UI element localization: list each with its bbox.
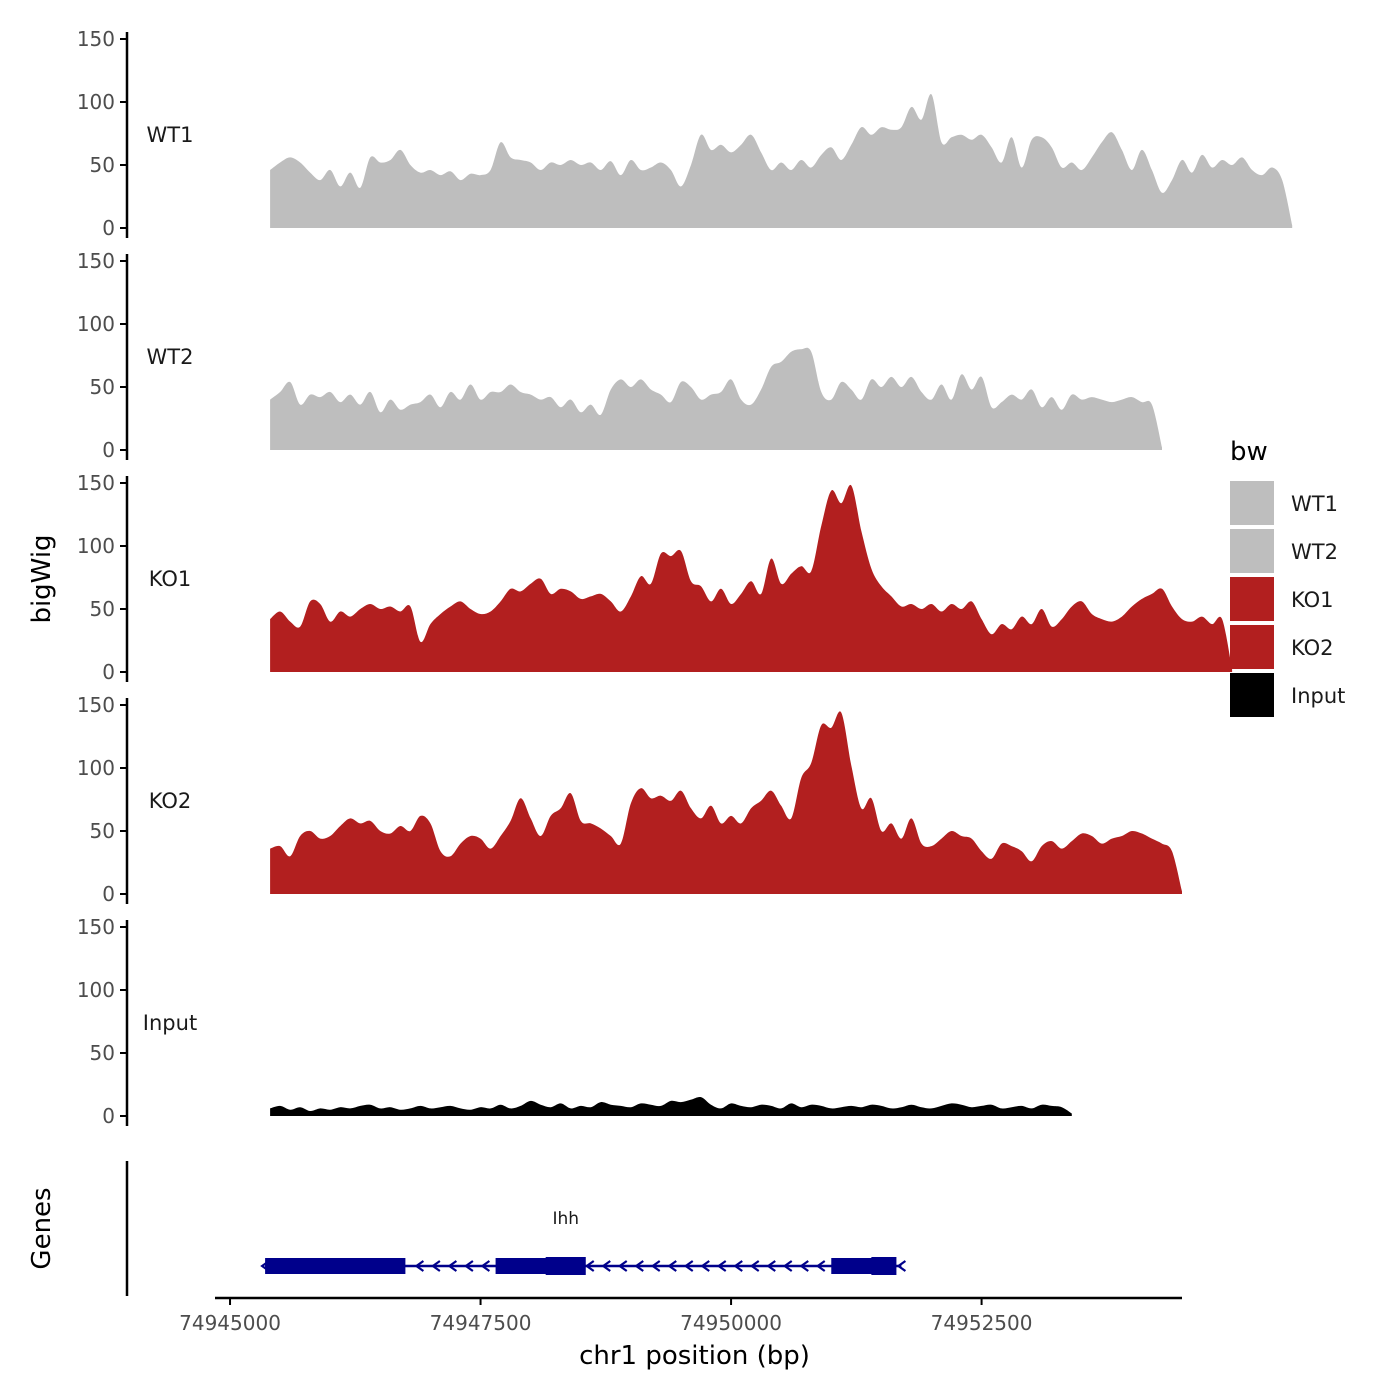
gene-track-title: Genes bbox=[27, 1187, 57, 1269]
track-wt1: 0 50 100 150 WT1 bbox=[77, 27, 1293, 240]
strand-arrow bbox=[584, 1260, 595, 1272]
track-ko2: 0 50 100 150 KO2 bbox=[77, 693, 1183, 906]
y-tick-label: 150 bbox=[77, 471, 115, 495]
x-tick-label: 74945000 bbox=[179, 1311, 281, 1335]
coverage-area bbox=[270, 347, 1163, 450]
y-tick-label: 100 bbox=[77, 312, 115, 336]
strand-arrow bbox=[617, 1260, 628, 1272]
y-tick-label: 0 bbox=[102, 438, 115, 462]
legend-label-wt1: WT1 bbox=[1291, 492, 1338, 516]
legend-title: bw bbox=[1230, 437, 1268, 467]
legend: bw WT1 WT2 KO1 KO2 Input bbox=[1230, 437, 1345, 717]
y-tick-label: 150 bbox=[77, 27, 115, 51]
strand-arrow bbox=[601, 1260, 611, 1272]
gene-cds bbox=[545, 1257, 586, 1275]
gene-name-label: Ihh bbox=[552, 1209, 579, 1229]
legend-label-input: Input bbox=[1291, 684, 1345, 708]
y-tick-label: 150 bbox=[77, 693, 115, 717]
strand-arrow bbox=[431, 1260, 441, 1272]
y-tick-label: 100 bbox=[77, 756, 115, 780]
x-tick-label: 74947500 bbox=[430, 1311, 532, 1335]
legend-swatch-ko1 bbox=[1230, 577, 1274, 621]
y-tick-label: 50 bbox=[90, 597, 115, 621]
coverage-area bbox=[270, 711, 1183, 894]
track-label: WT1 bbox=[147, 123, 194, 147]
legend-label-ko2: KO2 bbox=[1291, 636, 1334, 660]
x-tick-label: 74952500 bbox=[931, 1311, 1033, 1335]
track-wt2: 0 50 100 150 WT2 bbox=[77, 249, 1163, 462]
strand-arrow bbox=[733, 1260, 743, 1272]
y-tick-label: 0 bbox=[102, 1104, 115, 1128]
strand-arrow bbox=[414, 1260, 425, 1272]
legend-swatch-wt1 bbox=[1230, 481, 1274, 525]
track-label: WT2 bbox=[147, 345, 194, 369]
legend-swatch-wt2 bbox=[1230, 529, 1274, 573]
strand-arrow bbox=[683, 1260, 694, 1272]
y-tick-label: 100 bbox=[77, 90, 115, 114]
legend-label-wt2: WT2 bbox=[1291, 540, 1338, 564]
strand-arrow bbox=[766, 1260, 776, 1272]
legend-swatch-input bbox=[1230, 673, 1274, 717]
y-tick-label: 0 bbox=[102, 882, 115, 906]
strand-arrow bbox=[896, 1260, 907, 1272]
track-label: KO1 bbox=[149, 567, 192, 591]
gene-track: Ihh bbox=[125, 1161, 907, 1296]
strand-arrow bbox=[650, 1260, 661, 1272]
gene-cds bbox=[871, 1257, 897, 1275]
strand-arrow bbox=[815, 1260, 826, 1272]
strand-arrow bbox=[782, 1260, 793, 1272]
y-tick-label: 50 bbox=[90, 375, 115, 399]
y-tick-label: 150 bbox=[77, 915, 115, 939]
legend-label-ko1: KO1 bbox=[1291, 588, 1334, 612]
coverage-area bbox=[270, 94, 1293, 228]
track-input: 0 50 100 150 Input bbox=[77, 915, 1072, 1128]
strand-arrow bbox=[464, 1260, 474, 1272]
gene-exon bbox=[265, 1258, 406, 1274]
coverage-area bbox=[270, 484, 1233, 672]
legend-swatch-ko2 bbox=[1230, 625, 1274, 669]
strand-arrow bbox=[667, 1260, 677, 1272]
y-tick-label: 50 bbox=[90, 1041, 115, 1065]
y-tick-label: 100 bbox=[77, 978, 115, 1002]
track-label: KO2 bbox=[149, 789, 192, 813]
y-tick-label: 100 bbox=[77, 534, 115, 558]
y-tick-label: 0 bbox=[102, 660, 115, 684]
strand-arrow bbox=[799, 1260, 809, 1272]
y-tick-label: 50 bbox=[90, 153, 115, 177]
strand-arrow bbox=[716, 1260, 727, 1272]
strand-arrow bbox=[447, 1260, 458, 1272]
y-axis-title: bigWig bbox=[27, 534, 57, 623]
y-tick-label: 0 bbox=[102, 216, 115, 240]
strand-arrow bbox=[634, 1260, 644, 1272]
x-axis-title: chr1 position (bp) bbox=[579, 1341, 810, 1371]
x-axis: chr1 position (bp) 74945000 74947500 74950… bbox=[179, 1296, 1182, 1371]
y-tick-label: 50 bbox=[90, 819, 115, 843]
strand-arrow bbox=[480, 1260, 491, 1272]
coverage-area bbox=[270, 1096, 1072, 1116]
y-tick-label: 150 bbox=[77, 249, 115, 273]
x-tick-label: 74950000 bbox=[680, 1311, 782, 1335]
track-label: Input bbox=[143, 1011, 197, 1035]
strand-arrow bbox=[749, 1260, 760, 1272]
track-ko1: 0 50 100 150 KO1 bbox=[77, 471, 1233, 684]
strand-arrow bbox=[700, 1260, 710, 1272]
coverage-tracks: 0 50 100 150 WT1 0 50 100 150 WT2 0 50 100 150 KO1 0 50 1… bbox=[77, 27, 1293, 1128]
